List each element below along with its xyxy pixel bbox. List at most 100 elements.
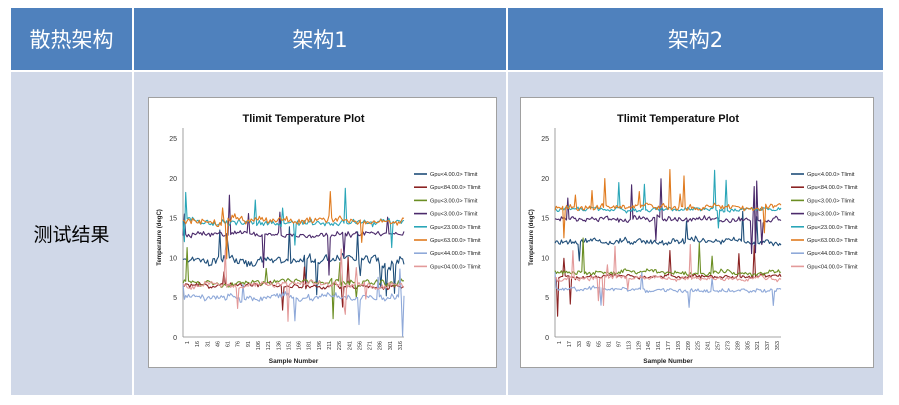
y-axis-label: Temperature (degC) — [529, 209, 535, 266]
x-tick-label: 271 — [368, 341, 374, 350]
x-tick-label: 353 — [775, 341, 781, 350]
legend-entry: Gpu<84.00.0> Tlimit — [807, 185, 858, 191]
legend-entry: Gpu<3.00.0> Tlimit — [807, 198, 855, 204]
y-tick-label: 25 — [169, 136, 177, 143]
x-tick-label: 211 — [327, 341, 333, 350]
chart-2: Tlimit Temperature Plot 0 5 10 15 20 25 1 17 33 49… — [529, 113, 858, 365]
header-architecture-1: 架构1 — [134, 8, 506, 70]
series-line — [182, 187, 405, 249]
comparison-table: 散热架构 架构1 架构2 测试结果 Tlimit Temperature Plo… — [11, 8, 883, 395]
x-tick-label: 209 — [686, 341, 692, 350]
x-tick-label: 337 — [765, 341, 771, 350]
x-tick-label: 301 — [388, 341, 394, 350]
x-tick-label: 316 — [398, 341, 404, 350]
series-line — [554, 271, 782, 308]
x-tick-label: 136 — [276, 341, 282, 350]
series-line — [182, 248, 405, 322]
x-tick-label: 273 — [725, 341, 731, 350]
legend-entry: Gpu<23.00.0> Tlimit — [430, 225, 481, 231]
x-tick-label: 106 — [256, 341, 262, 350]
legend-entry: Gpu<04.00.0> Tlimit — [807, 264, 858, 270]
y-tick-label: 20 — [541, 176, 549, 183]
x-tick-label: 16 — [195, 341, 201, 347]
legend-entry: Gpu<3.00.0> Tlimit — [807, 212, 855, 218]
x-tick-label: 225 — [696, 341, 702, 350]
y-tick-label: 0 — [173, 335, 177, 342]
chart-1-frame: Tlimit Temperature Plot 0 5 10 15 20 25 1 16 31 46… — [148, 97, 497, 368]
legend-entry: Gpu<44.00.0> Tlimit — [430, 251, 481, 257]
chart-1: Tlimit Temperature Plot 0 5 10 15 20 25 1 16 31 46… — [157, 113, 481, 365]
header-cooling-architecture: 散热架构 — [11, 8, 132, 70]
legend-entry: Gpu<3.00.0> Tlimit — [430, 212, 478, 218]
x-tick-label: 33 — [577, 341, 583, 347]
legend-entry: Gpu<3.00.0> Tlimit — [430, 198, 478, 204]
x-tick-label: 305 — [745, 341, 751, 350]
legend-entry: Gpu<4.00.0> Tlimit — [430, 172, 478, 178]
y-tick-label: 20 — [169, 176, 177, 183]
legend-entry: Gpu<63.00.0> Tlimit — [807, 238, 858, 244]
x-tick-label: 241 — [347, 341, 353, 350]
x-tick-label: 1 — [557, 341, 563, 344]
x-tick-label: 177 — [666, 341, 672, 350]
x-tick-label: 256 — [357, 341, 363, 350]
x-tick-label: 91 — [246, 341, 252, 347]
y-tick-label: 0 — [545, 335, 549, 342]
row-label-test-results: 测试结果 — [11, 72, 132, 395]
x-tick-label: 257 — [716, 341, 722, 350]
x-axis-label: Sample Number — [269, 358, 319, 365]
x-tick-label: 76 — [236, 341, 242, 347]
x-tick-label: 151 — [286, 341, 292, 350]
x-tick-label: 65 — [597, 341, 603, 347]
y-tick-label: 25 — [541, 136, 549, 143]
chart-2-frame: Tlimit Temperature Plot 0 5 10 15 20 25 1 17 33 49… — [520, 97, 874, 368]
legend-entry: Gpu<44.00.0> Tlimit — [807, 251, 858, 257]
x-tick-label: 241 — [706, 341, 712, 350]
y-tick-label: 5 — [545, 295, 549, 302]
chart-title: Tlimit Temperature Plot — [242, 113, 364, 125]
legend-entry: Gpu<4.00.0> Tlimit — [807, 172, 855, 178]
x-tick-label: 226 — [337, 341, 343, 350]
series-line — [554, 210, 782, 262]
x-tick-label: 113 — [626, 341, 632, 350]
legend-entry: Gpu<63.00.0> Tlimit — [430, 238, 481, 244]
x-tick-label: 129 — [636, 341, 642, 350]
series-line — [182, 194, 405, 276]
series-line — [555, 243, 782, 307]
x-tick-label: 289 — [735, 341, 741, 350]
x-tick-label: 61 — [226, 341, 232, 347]
x-tick-label: 193 — [676, 341, 682, 350]
series-line — [554, 168, 782, 239]
y-tick-label: 10 — [541, 255, 549, 262]
series-line — [182, 191, 405, 260]
legend-entry: Gpu<84.00.0> Tlimit — [430, 185, 481, 191]
x-tick-label: 321 — [755, 341, 761, 350]
series-line — [182, 226, 405, 297]
legend-entry: Gpu<04.00.0> Tlimit — [430, 264, 481, 270]
x-tick-label: 17 — [567, 341, 573, 347]
y-tick-label: 10 — [169, 255, 177, 262]
chart-title: Tlimit Temperature Plot — [617, 113, 739, 125]
y-tick-label: 15 — [541, 216, 549, 223]
y-tick-label: 15 — [169, 216, 177, 223]
x-tick-label: 286 — [378, 341, 384, 350]
x-tick-label: 166 — [297, 341, 303, 350]
x-tick-label: 181 — [307, 341, 313, 350]
x-tick-label: 1 — [185, 341, 191, 344]
series-line — [554, 178, 782, 255]
x-tick-label: 145 — [646, 341, 652, 350]
series-line — [554, 237, 782, 277]
legend-entry: Gpu<23.00.0> Tlimit — [807, 225, 858, 231]
x-tick-label: 97 — [616, 341, 622, 347]
x-tick-label: 46 — [215, 341, 221, 347]
x-tick-label: 121 — [266, 341, 272, 350]
x-tick-label: 161 — [656, 341, 662, 350]
x-tick-label: 31 — [205, 341, 211, 347]
x-tick-label: 81 — [607, 341, 613, 347]
x-tick-label: 196 — [317, 341, 323, 350]
series-line — [182, 268, 405, 337]
y-tick-label: 5 — [173, 295, 177, 302]
header-architecture-2: 架构2 — [508, 8, 883, 70]
y-axis-label: Temperature (degC) — [157, 209, 163, 266]
x-tick-label: 49 — [587, 341, 593, 347]
x-axis-label: Sample Number — [643, 358, 693, 365]
